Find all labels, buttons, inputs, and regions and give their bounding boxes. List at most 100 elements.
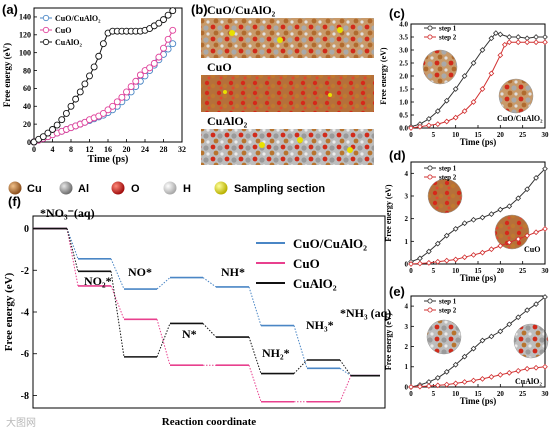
energy-connector-0-4 — [202, 277, 217, 288]
x-tick-label-c: 10 — [452, 131, 460, 139]
data-point-d-1 — [452, 256, 459, 263]
y-tick-label-c: 2.0 — [399, 72, 408, 80]
data-point-d-0 — [443, 232, 450, 239]
data-point-e-0 — [533, 301, 539, 307]
y-axis-label-a: Free energy (eV) — [2, 43, 12, 107]
y-tick-label-c: 3.0 — [399, 46, 408, 54]
data-point-c-0 — [434, 108, 441, 114]
energy-connector-0-2 — [110, 258, 125, 290]
data-point-a-2 — [160, 16, 167, 24]
data-point-e-1 — [408, 384, 414, 390]
data-point-e-0 — [443, 368, 450, 375]
data-point-a-2 — [53, 121, 61, 129]
data-point-c-1 — [426, 122, 432, 129]
legend-marker-e-1 — [427, 307, 433, 313]
y-tick-label-c: 2.5 — [399, 59, 408, 67]
data-point-c-0 — [452, 86, 459, 92]
x-tick-label-c: 5 — [432, 131, 436, 139]
data-point-e-1 — [506, 369, 513, 376]
snapshot-cualo2 — [201, 129, 374, 165]
energy-connector-2-1 — [66, 228, 79, 272]
x-tick-label-e: 10 — [452, 390, 460, 398]
inset-label-c: CuO/CuAlO₂ — [497, 114, 543, 123]
data-point-e-0 — [515, 314, 522, 321]
species-label-7: *NH₃ (aq) — [340, 306, 391, 320]
data-point-d-0 — [497, 206, 504, 213]
legend-label-e-1: step 2 — [439, 306, 457, 314]
y-axis-label-e: Free energy (eV) — [384, 313, 393, 370]
data-point-a-1 — [150, 59, 158, 67]
species-label-1: NO₂* — [84, 274, 112, 288]
series-line-d-0 — [410, 168, 546, 263]
y-tick-label-a: 60 — [23, 84, 31, 93]
data-point-e-1 — [542, 363, 548, 370]
data-point-c-0 — [506, 34, 513, 40]
panel-label-f: (f) — [8, 194, 21, 209]
y-tick-label-d: 0 — [405, 260, 409, 268]
y-tick-label-f: -6 — [21, 349, 29, 360]
data-point-e-0 — [542, 294, 548, 300]
chart-f: 0 -2 -4 -6 -8 Reaction coordinate Free energy … — [3, 206, 391, 428]
data-point-c-0 — [515, 34, 522, 40]
data-point-d-0 — [542, 165, 548, 172]
data-point-e-1 — [479, 376, 486, 382]
data-point-e-1 — [488, 374, 495, 380]
data-point-a-1 — [169, 26, 177, 34]
y-tick-label-a: 80 — [23, 66, 31, 75]
legend-label-a-0: CuO/CuAlO₂ — [55, 14, 101, 23]
inset-snapshots — [422, 49, 549, 359]
data-point-a-2 — [49, 126, 56, 133]
y-tick-label-a: 40 — [23, 102, 31, 111]
y-axis-label-d: Free energy (eV) — [384, 184, 393, 241]
data-point-e-1 — [497, 372, 504, 378]
data-point-a-2 — [72, 95, 80, 103]
species-label-4: NH* — [221, 265, 245, 279]
data-point-d-1 — [479, 249, 486, 256]
data-point-d-1 — [542, 226, 548, 232]
legend-h-sphere — [163, 181, 177, 195]
energy-connector-1-3 — [156, 319, 171, 366]
x-axis-label-f: Reaction coordinate — [162, 416, 257, 428]
x-tick-label-a: 0 — [32, 145, 36, 154]
y-tick-label-e: 0 — [405, 383, 409, 391]
data-point-e-0 — [452, 361, 459, 368]
legend-al-label: Al — [78, 183, 89, 195]
data-point-c-0 — [443, 97, 450, 104]
data-point-d-0 — [488, 211, 495, 217]
data-point-d-1 — [461, 254, 468, 261]
atom-legend: Cu Al O H Sampling section — [8, 181, 325, 195]
data-point-d-0 — [515, 195, 522, 202]
inset-label-e: CuAlO₂ — [515, 377, 542, 386]
data-point-c-0 — [470, 60, 477, 66]
data-point-e-0 — [488, 333, 495, 340]
energy-connector-2-2 — [110, 271, 125, 357]
x-tick-label-a: 24 — [141, 145, 149, 154]
data-point-d-1 — [408, 261, 414, 267]
data-point-c-0 — [488, 35, 495, 42]
data-point-c-1 — [524, 39, 530, 46]
species-label-3: N* — [182, 327, 197, 341]
data-point-c-1 — [488, 70, 495, 77]
energy-connector-2-5 — [248, 336, 262, 374]
y-tick-label-c: 0.5 — [399, 111, 408, 119]
data-point-c-0 — [497, 31, 504, 38]
legend-al-sphere — [59, 181, 73, 195]
data-point-d-1 — [470, 252, 477, 258]
legend-label-c-0: step 1 — [439, 24, 457, 32]
data-point-e-1 — [443, 381, 450, 388]
legend-cu-sphere — [8, 181, 22, 195]
x-tick-label-c: 20 — [497, 131, 505, 139]
snapshot-cuo — [201, 75, 374, 112]
data-point-d-0 — [461, 220, 468, 227]
data-point-a-1 — [160, 44, 167, 52]
data-point-a-2 — [58, 116, 66, 124]
data-point-c-0 — [426, 116, 432, 122]
x-tick-label-c: 25 — [519, 131, 527, 139]
y-tick-label-a: 20 — [23, 120, 31, 129]
species-label-6: NH₃* — [306, 318, 334, 332]
x-tick-label-a: 8 — [69, 145, 73, 154]
data-point-e-1 — [515, 367, 522, 374]
data-point-a-2 — [90, 63, 98, 71]
data-point-d-0 — [452, 226, 459, 232]
data-point-c-1 — [533, 39, 539, 46]
